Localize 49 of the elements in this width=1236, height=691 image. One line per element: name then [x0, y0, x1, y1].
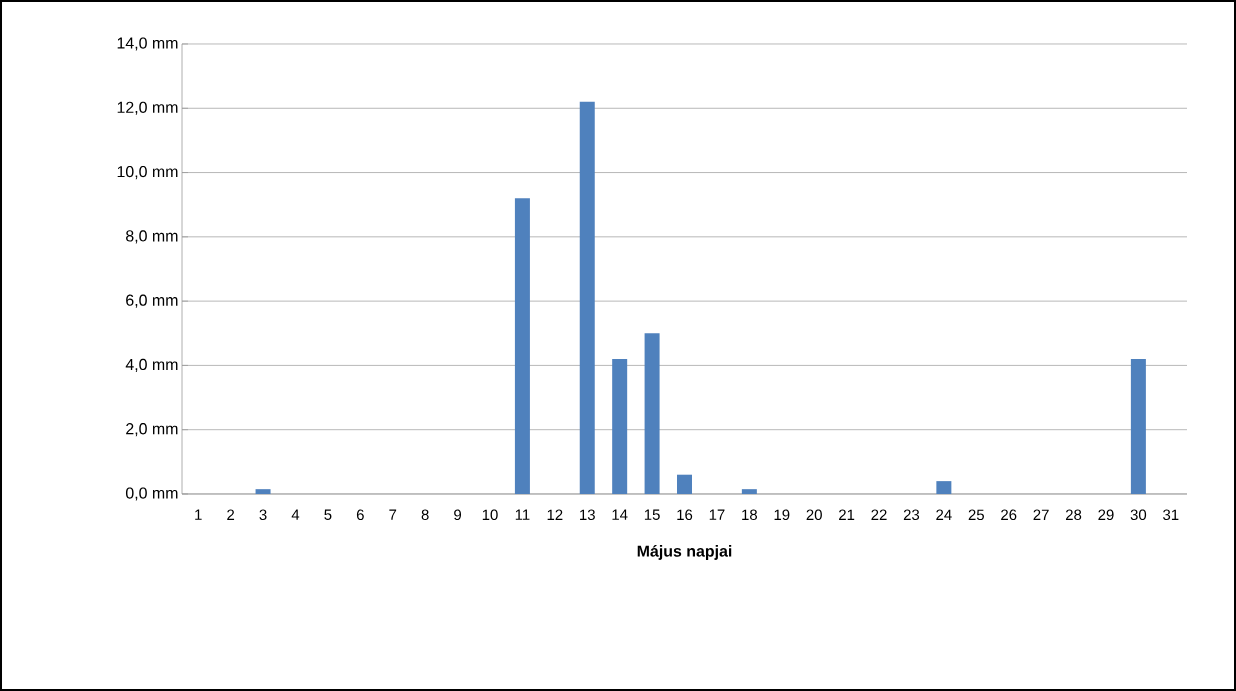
x-tick-label: 22 — [871, 509, 887, 520]
x-tick-label: 5 — [324, 509, 332, 520]
x-tick-label: 29 — [1098, 509, 1114, 521]
bar — [255, 489, 271, 494]
bar — [514, 198, 530, 494]
y-tick-label: 14,0 mm — [117, 37, 178, 51]
y-tick-label: 8,0 mm — [126, 230, 178, 244]
x-tick-label: 18 — [742, 509, 757, 521]
y-tick-label: 2,0 mm — [126, 423, 178, 437]
x-tick-label: 28 — [1065, 509, 1082, 521]
y-tick-label: 10,0 mm — [117, 165, 178, 180]
x-tick-label: 25 — [968, 509, 984, 521]
x-tick-label: 17 — [709, 509, 725, 520]
x-tick-label: 31 — [1163, 509, 1179, 521]
bar — [644, 333, 660, 494]
x-tick-label: 12 — [547, 509, 563, 520]
x-tick-label: 19 — [774, 509, 790, 521]
y-tick-label: 12,0 mm — [117, 101, 178, 115]
x-tick-label: 30 — [1130, 509, 1147, 521]
bar — [579, 101, 595, 494]
y-tick-label: 4,0 mm — [125, 358, 178, 372]
x-tick-label: 27 — [1033, 509, 1049, 520]
x-tick-label: 10 — [482, 509, 498, 521]
bar — [612, 358, 628, 494]
x-tick-label: 24 — [936, 509, 952, 520]
bar — [1130, 358, 1146, 494]
x-tick-label: 26 — [1001, 509, 1017, 521]
bar — [677, 474, 693, 494]
x-tick-label: 16 — [677, 509, 693, 521]
x-tick-label: 7 — [389, 509, 397, 520]
x-tick-label: 21 — [839, 509, 855, 520]
x-tick-label: 2 — [227, 509, 235, 520]
y-tick-label: 6,0 mm — [126, 294, 178, 308]
bar — [741, 489, 757, 494]
x-tick-label: 15 — [644, 509, 660, 520]
x-tick-label: 23 — [903, 509, 920, 521]
x-tick-label: 13 — [580, 509, 595, 521]
x-tick-label: 8 — [421, 509, 429, 521]
x-tick-label: 4 — [291, 509, 300, 520]
x-tick-label: 11 — [515, 509, 530, 520]
bar — [936, 481, 952, 494]
x-tick-label: 20 — [806, 509, 822, 521]
x-tick-label: 6 — [356, 509, 364, 521]
y-tick-label: 0,0 mm — [125, 487, 178, 501]
x-tick-label: 14 — [612, 509, 628, 520]
x-axis-title: Május napjai — [637, 544, 732, 560]
x-tick-label: 1 — [195, 509, 202, 520]
x-tick-label: 9 — [454, 509, 462, 521]
x-tick-label: 3 — [259, 509, 267, 521]
